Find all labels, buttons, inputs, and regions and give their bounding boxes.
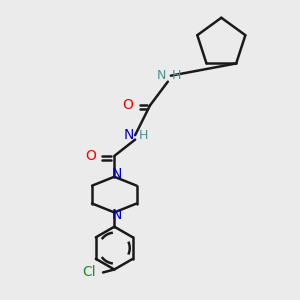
Text: N: N xyxy=(123,128,134,142)
Text: O: O xyxy=(122,98,133,112)
Text: N: N xyxy=(112,208,122,222)
Text: N: N xyxy=(157,69,166,82)
Text: O: O xyxy=(85,149,96,163)
Text: N: N xyxy=(112,167,122,181)
Text: Cl: Cl xyxy=(82,266,96,280)
Text: H: H xyxy=(139,129,148,142)
Text: H: H xyxy=(172,69,181,82)
